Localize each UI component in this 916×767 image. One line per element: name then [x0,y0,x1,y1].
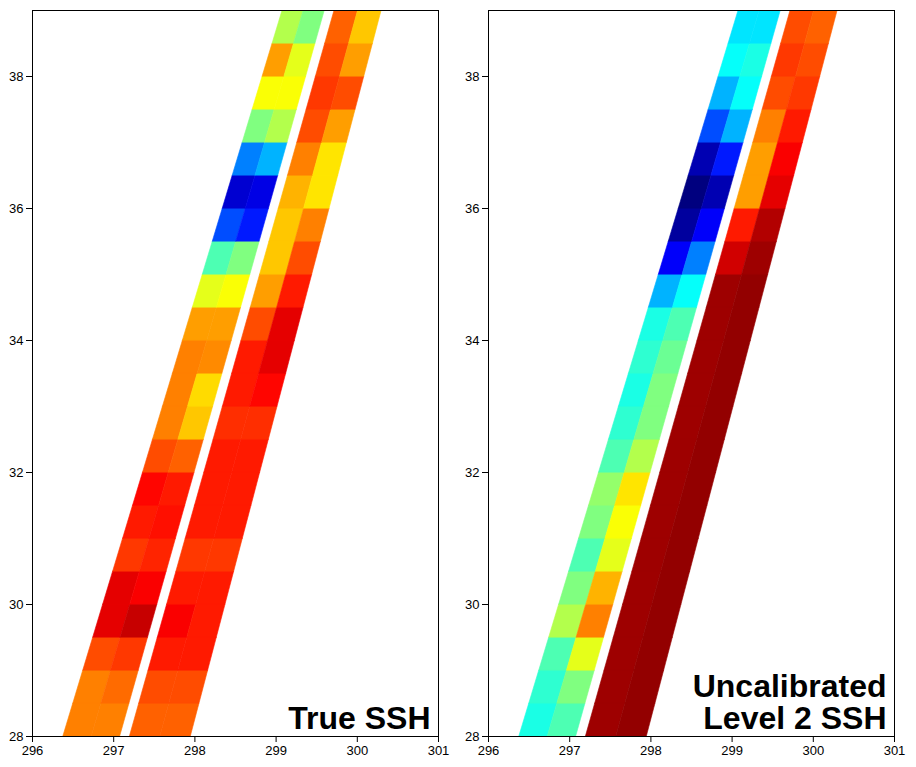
svg-text:30: 30 [465,597,479,612]
svg-text:301: 301 [884,743,906,758]
svg-text:300: 300 [346,743,368,758]
svg-text:299: 299 [721,743,743,758]
svg-text:36: 36 [9,201,23,216]
svg-text:True SSH: True SSH [288,700,430,736]
svg-text:28: 28 [9,729,23,744]
svg-text:38: 38 [9,69,23,84]
svg-text:36: 36 [465,201,479,216]
svg-text:298: 298 [640,743,662,758]
svg-text:38: 38 [465,69,479,84]
svg-text:32: 32 [9,465,23,480]
svg-text:30: 30 [9,597,23,612]
svg-text:34: 34 [9,333,23,348]
svg-text:32: 32 [465,465,479,480]
svg-text:298: 298 [184,743,206,758]
svg-text:34: 34 [465,333,479,348]
svg-text:299: 299 [265,743,287,758]
svg-text:28: 28 [465,729,479,744]
svg-text:296: 296 [22,743,44,758]
svg-text:296: 296 [478,743,500,758]
svg-text:300: 300 [802,743,824,758]
svg-text:301: 301 [428,743,450,758]
svg-text:297: 297 [559,743,581,758]
svg-text:297: 297 [103,743,125,758]
svg-text:UncalibratedLevel 2 SSH: UncalibratedLevel 2 SSH [693,668,887,736]
